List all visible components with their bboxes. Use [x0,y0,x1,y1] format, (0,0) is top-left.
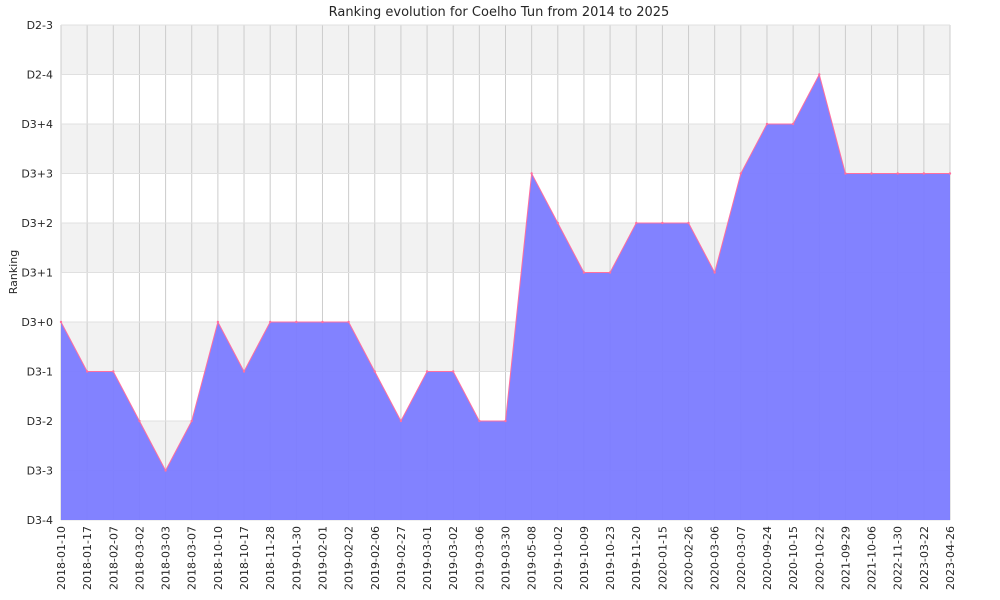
y-tick-label: D3+4 [21,118,53,131]
x-tick-label: 2020-01-15 [656,526,669,590]
y-tick-label: D3-4 [27,514,53,527]
x-tick-label: 2019-03-01 [421,526,434,590]
x-tick-label: 2019-02-27 [395,526,408,590]
data-point [896,172,899,175]
data-point [608,271,612,274]
y-tick-label: D3-3 [27,465,53,478]
area-layer [59,73,952,520]
data-point [85,370,89,373]
x-tick-label: 2021-10-06 [866,526,879,590]
data-point [59,320,63,324]
x-tick-label: 2019-03-06 [473,526,486,590]
data-point [164,469,167,472]
data-point [922,172,926,175]
x-tick-label: 2018-03-03 [160,526,173,590]
data-point [478,419,481,423]
x-tick-label: 2019-02-02 [343,526,356,590]
y-tick-label: D3+0 [21,316,53,329]
data-point [818,73,821,76]
y-tick-label: D3+3 [21,168,53,181]
data-point [321,320,324,324]
x-tick-label: 2019-10-02 [552,526,565,590]
x-tick-label: 2018-01-10 [55,526,68,590]
data-point [635,221,638,225]
data-point [687,221,690,225]
data-point [347,320,350,324]
y-tick-label: D3-2 [27,415,53,428]
data-point [112,370,115,373]
data-point [504,419,507,423]
x-tick-label: 2019-03-02 [447,526,460,590]
data-point [242,370,246,373]
data-point [452,370,455,373]
x-tick-label: 2019-10-09 [578,526,591,590]
data-point [425,370,429,373]
x-tick-label: 2020-03-06 [709,526,722,590]
x-tick-label: 2020-10-22 [813,526,826,590]
x-tick-label: 2020-09-24 [761,526,774,590]
data-point [870,172,873,175]
data-point [556,221,559,225]
x-tick-label: 2018-10-17 [238,526,251,590]
x-tick-label: 2023-03-22 [918,526,931,590]
chart-title: Ranking evolution for Coelho Tun from 20… [329,5,670,20]
x-tick-label: 2022-11-30 [892,526,905,590]
x-tick-label: 2018-10-10 [212,526,225,590]
ranking-area [61,74,950,520]
data-point [530,172,533,175]
x-tick-label: 2018-11-28 [264,526,277,590]
x-tick-label: 2019-02-01 [316,526,329,590]
y-tick-label: D2-4 [27,69,53,82]
x-tick-label: 2021-09-29 [839,526,852,590]
data-point [268,320,272,324]
data-point [373,370,376,373]
data-point [216,320,220,324]
data-point [661,221,664,225]
x-tick-label: 2019-10-23 [604,526,617,590]
y-tick-label: D3-1 [27,366,53,379]
x-tick-label: 2019-02-06 [369,526,382,590]
data-point [190,419,193,423]
x-tick-labels: 2018-01-10 2018-01-17 2018-02-07 2018-03-02… [55,526,957,590]
data-point [765,122,769,126]
x-tick-label: 2019-11-20 [630,526,643,590]
y-tick-labels: D3-4 D3-3 D3-2 D3-1 D3+0 D3+1 D3+2 D3+3 D3+4 D2-4… [21,19,53,527]
data-point [399,419,403,423]
x-tick-label: 2019-05-08 [526,526,539,590]
x-tick-label: 2018-02-07 [107,526,120,590]
x-tick-label: 2020-10-15 [787,526,800,590]
data-point [713,271,716,274]
x-tick-label: 2019-01-30 [290,526,303,590]
x-tick-label: 2018-03-07 [186,526,199,590]
data-point [582,271,586,274]
x-tick-label: 2019-03-30 [500,526,513,590]
x-tick-label: 2020-02-26 [683,526,696,590]
x-tick-label: 2018-01-17 [81,526,94,590]
data-point [138,419,141,423]
data-point [739,172,743,175]
data-point [295,320,298,324]
y-tick-label: D3+2 [21,217,53,230]
data-point [844,172,847,175]
y-axis-label: Ranking [7,250,20,295]
y-tick-label: D3+1 [21,267,53,280]
x-tick-label: 2023-04-26 [944,526,957,590]
data-point [791,122,795,126]
x-tick-label: 2020-03-07 [735,526,748,590]
x-tick-label: 2018-03-02 [133,526,146,590]
y-tick-label: D2-3 [27,19,53,32]
data-point [948,172,952,175]
